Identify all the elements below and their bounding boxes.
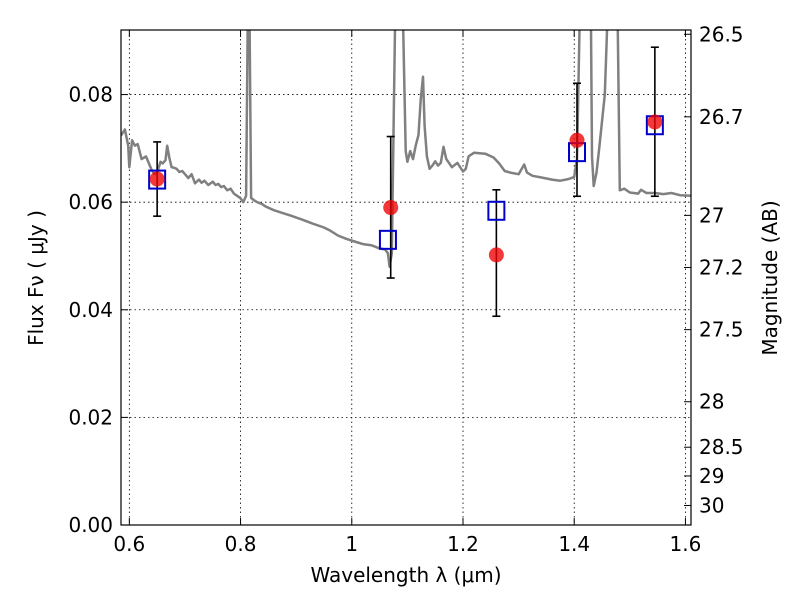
y-tick-label: 0.02: [68, 405, 113, 429]
plot-frame: [120, 29, 692, 526]
magnitude-tick-label: 27: [699, 203, 724, 227]
observed-flux-point: [383, 200, 399, 216]
magnitude-tick-label: 27.5: [699, 318, 744, 342]
x-tick-label: 0.6: [113, 532, 145, 556]
magnitude-tick-label: 26.7: [699, 105, 744, 129]
plot-area: [121, 30, 691, 318]
magnitude-axis-label: Magnitude (AB): [758, 200, 782, 355]
magnitude-tick-label: 28: [699, 390, 724, 414]
y-axis-label: Flux Fν ( μJy ): [24, 210, 48, 346]
observed-flux-point: [488, 247, 504, 263]
observed-flux-point: [149, 171, 165, 187]
magnitude-tick-label: 28.5: [699, 435, 744, 459]
magnitude-tick-label: 26.5: [699, 22, 744, 46]
magnitude-tick-label: 29: [699, 464, 724, 488]
x-tick-label: 1.6: [670, 532, 702, 556]
magnitude-tick-label: 30: [699, 493, 724, 517]
series-layer: [121, 30, 691, 318]
x-axis-label: Wavelength λ (μm): [310, 563, 501, 587]
observed-flux-point: [569, 132, 585, 148]
model-photometry-square: [378, 229, 397, 250]
model-photometry-square: [487, 200, 506, 221]
y-tick-label: 0.00: [68, 513, 113, 537]
y-tick-label: 0.08: [68, 83, 113, 107]
x-tick-label: 1.4: [558, 532, 590, 556]
magnitude-tick-label: 27.2: [699, 255, 744, 279]
y-tick-label: 0.04: [68, 298, 113, 322]
x-tick-label: 1: [345, 532, 358, 556]
model-photometry-square: [148, 169, 167, 190]
x-tick-label: 0.8: [225, 532, 257, 556]
y-tick-label: 0.06: [68, 190, 113, 214]
x-tick-label: 1.2: [447, 532, 479, 556]
axis-ticks: 0.6 0.8 1 1.2 1.4 1.6 0.00 0.02 0.04 0.06 0.08 26.5…: [68, 22, 743, 556]
observed-flux-point: [647, 114, 663, 130]
